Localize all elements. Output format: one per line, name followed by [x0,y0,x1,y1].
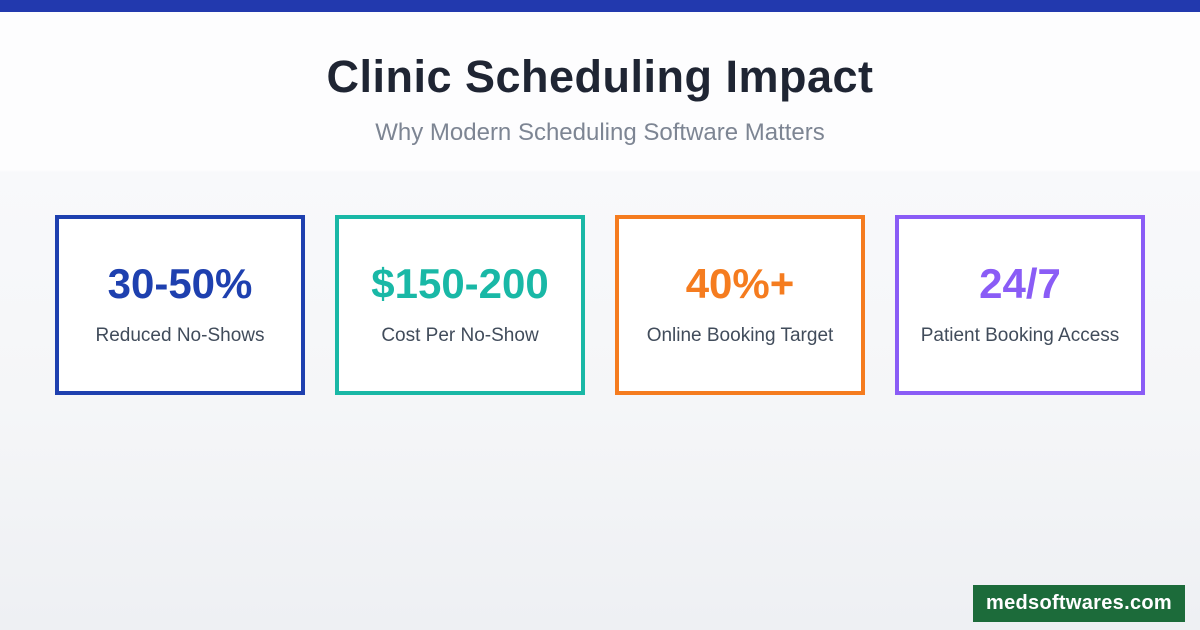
top-accent-bar [0,0,1200,12]
brand-badge: medsoftwares.com [973,585,1185,622]
stat-card-reduced-no-shows: 30-50% Reduced No-Shows [55,215,305,395]
stat-value: $150-200 [371,260,549,307]
brand-domain-text: medsoftwares.com [986,592,1172,614]
stat-label: Reduced No-Shows [95,325,265,346]
page-subtitle: Why Modern Scheduling Software Matters [375,119,825,146]
stat-card-cost-per-no-show: $150-200 Cost Per No-Show [335,215,585,395]
stat-card-patient-booking-access: 24/7 Patient Booking Access [895,215,1145,395]
stat-label: Cost Per No-Show [381,325,539,346]
stat-value: 30-50% [107,260,253,307]
stat-label: Patient Booking Access [920,325,1120,346]
page-title: Clinic Scheduling Impact [326,51,874,102]
stat-value: 24/7 [979,260,1061,307]
header: Clinic Scheduling Impact Why Modern Sche… [0,12,1200,148]
stat-label: Online Booking Target [646,325,834,346]
stat-card-online-booking-target: 40%+ Online Booking Target [615,215,865,395]
stat-value: 40%+ [685,260,795,307]
stats-row: 30-50% Reduced No-Shows $150-200 Cost Pe… [55,215,1145,395]
